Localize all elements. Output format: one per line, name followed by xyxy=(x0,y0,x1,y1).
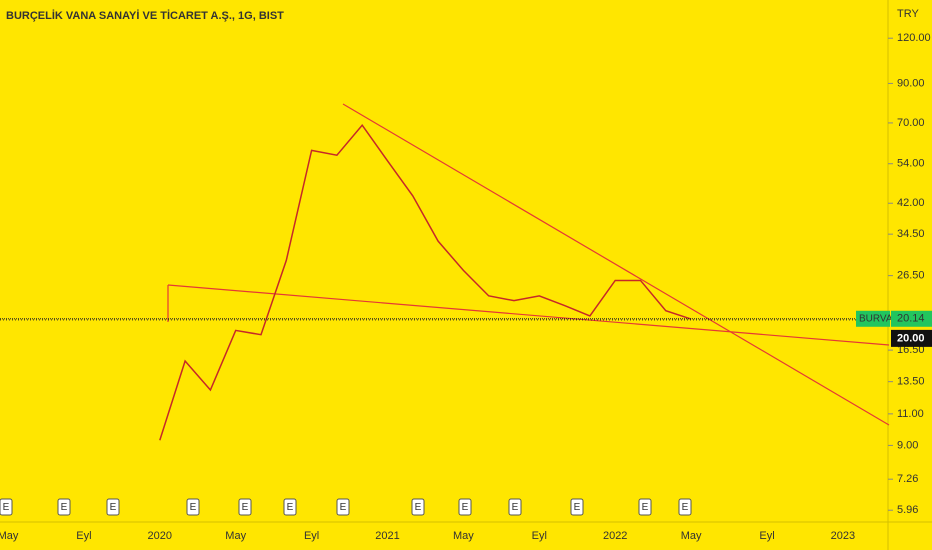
earnings-icon xyxy=(458,498,472,516)
x-tick-label: Eyl xyxy=(76,530,91,542)
earnings-icon xyxy=(570,498,584,516)
earnings-icon xyxy=(186,498,200,516)
y-tick-label: 120.00 xyxy=(897,32,931,44)
x-tick-label: 2020 xyxy=(148,530,172,542)
earnings-icon xyxy=(508,498,522,516)
trend-line xyxy=(167,284,890,346)
y-tick-label: 90.00 xyxy=(897,77,925,89)
earnings-label: E xyxy=(3,502,10,513)
trend-line xyxy=(342,103,890,426)
earnings-icon xyxy=(411,498,425,516)
earnings-icon xyxy=(0,498,13,516)
earnings-label: E xyxy=(287,502,294,513)
earnings-icon xyxy=(238,498,252,516)
earnings-label: E xyxy=(190,502,197,513)
earnings-label: E xyxy=(415,502,422,513)
price-line xyxy=(159,123,692,441)
x-tick-label: 2021 xyxy=(375,530,399,542)
currency: TRY xyxy=(897,8,919,20)
y-tick-label: 13.50 xyxy=(897,376,925,388)
earnings-icon xyxy=(57,498,71,516)
earnings-icon xyxy=(678,498,692,516)
y-tick-label: 54.00 xyxy=(897,158,925,170)
earnings-label: E xyxy=(462,502,469,513)
price-badge-label: 20.00 xyxy=(897,332,925,344)
x-tick-label: 2022 xyxy=(603,530,627,542)
y-tick-label: 5.96 xyxy=(897,504,918,516)
x-tick-label: May xyxy=(453,530,474,542)
y-tick-label: 26.50 xyxy=(897,270,925,282)
x-tick-label: Eyl xyxy=(304,530,319,542)
earnings-label: E xyxy=(574,502,581,513)
x-tick-label: May xyxy=(681,530,702,542)
y-tick-label: 70.00 xyxy=(897,117,925,129)
earnings-label: E xyxy=(642,502,649,513)
y-tick-label: 42.00 xyxy=(897,197,925,209)
symbol-label: BURVA xyxy=(859,313,893,324)
y-tick-label: 34.50 xyxy=(897,228,925,240)
x-tick-label: May xyxy=(225,530,246,542)
y-tick-label: 9.00 xyxy=(897,439,918,451)
x-tick-label: Eyl xyxy=(759,530,774,542)
earnings-label: E xyxy=(61,502,68,513)
earnings-label: E xyxy=(242,502,249,513)
y-tick-label: 16.50 xyxy=(897,344,925,356)
earnings-icon xyxy=(638,498,652,516)
x-tick-label: May xyxy=(0,530,19,542)
y-tick-label: 11.00 xyxy=(897,408,924,420)
earnings-icon xyxy=(283,498,297,516)
earnings-label: E xyxy=(340,502,347,513)
earnings-label: E xyxy=(512,502,519,513)
price-badge xyxy=(891,329,932,347)
symbol-badge xyxy=(856,310,890,327)
last-price-badge xyxy=(891,310,932,327)
chart-title: BURÇELİK VANA SANAYİ VE TİCARET A.Ş., 1G… xyxy=(6,9,284,22)
last-price-label: 20.14 xyxy=(897,313,925,325)
x-tick-label: Eyl xyxy=(532,530,547,542)
earnings-label: E xyxy=(682,502,689,513)
y-tick-label: 7.26 xyxy=(897,473,918,485)
x-tick-label: 2023 xyxy=(831,530,855,542)
earnings-icon xyxy=(106,498,120,516)
earnings-icon xyxy=(336,498,350,516)
earnings-label: E xyxy=(110,502,117,513)
